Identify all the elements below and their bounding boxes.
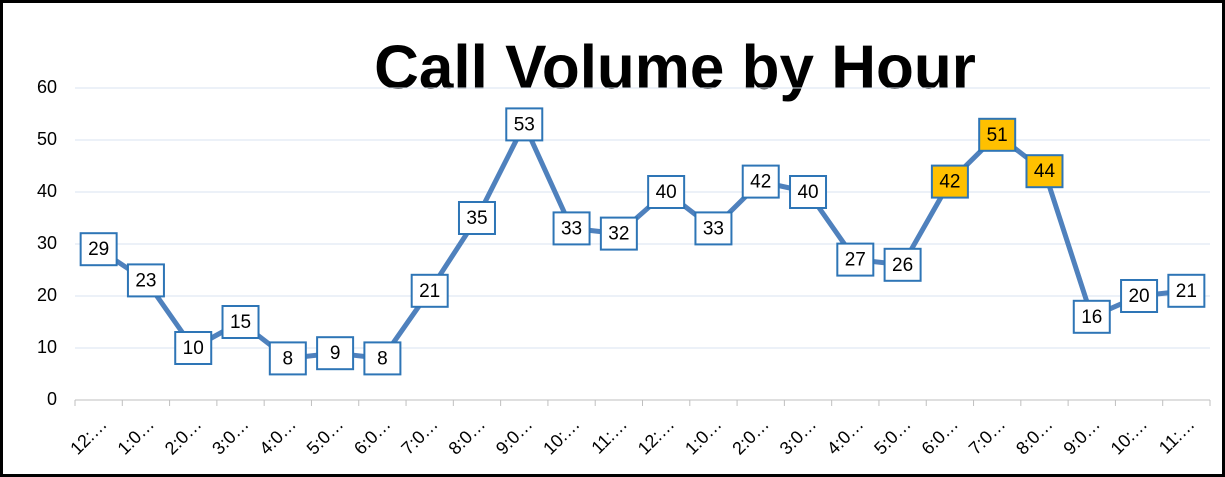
data-label-text: 15: [230, 312, 251, 333]
data-label-box: [505, 107, 544, 142]
data-label: 40: [647, 175, 686, 209]
data-label-box: [363, 341, 402, 376]
data-label: 9: [316, 336, 355, 371]
data-label-text: 20: [1128, 286, 1149, 307]
data-label-box: [1167, 273, 1206, 308]
data-label-box: [1072, 299, 1111, 334]
data-label: 20: [1120, 279, 1159, 313]
data-label-box: [836, 242, 875, 277]
data-label-box: [410, 273, 449, 308]
data-label-text: 8: [377, 348, 388, 369]
data-label-box: [1120, 279, 1159, 313]
data-label: 32: [599, 216, 638, 251]
data-label-box: [930, 164, 969, 199]
data-label: 23: [126, 263, 165, 298]
data-label-text: 27: [845, 250, 866, 271]
data-label: 16: [1072, 299, 1111, 334]
y-tick-label: 40: [37, 181, 57, 201]
data-label: 44: [1025, 154, 1064, 189]
data-label-text: 33: [703, 218, 724, 239]
data-label-text: 35: [466, 208, 487, 229]
y-tick-label: 60: [37, 77, 57, 97]
data-label-text: 42: [939, 172, 960, 193]
data-label-box: [647, 175, 686, 209]
data-label-text: 29: [88, 239, 109, 260]
data-label-box: [316, 336, 355, 371]
data-label-box: [789, 175, 828, 209]
data-label: 8: [268, 341, 307, 376]
data-label-text: 40: [797, 182, 818, 203]
y-tick-label: 20: [37, 285, 57, 305]
data-label-box: [268, 341, 307, 376]
data-label: 26: [883, 247, 922, 282]
data-label-text: 51: [987, 125, 1008, 146]
data-label: 40: [789, 175, 828, 209]
data-label-box: [978, 117, 1017, 152]
data-label-text: 9: [330, 343, 341, 364]
data-label-text: 21: [1176, 281, 1197, 302]
chart-title: Call Volume by Hour: [374, 33, 976, 102]
data-label-box: [457, 201, 496, 235]
data-label-box: [599, 216, 638, 251]
data-label-box: [694, 211, 733, 246]
data-label-text: 26: [892, 255, 913, 276]
data-label: 35: [457, 201, 496, 235]
data-label: 29: [79, 232, 118, 267]
data-label: 33: [694, 211, 733, 246]
data-label-box: [174, 331, 213, 365]
data-label-box: [883, 247, 922, 282]
data-label: 8: [363, 341, 402, 376]
data-label: 21: [1167, 273, 1206, 308]
data-label-text: 10: [183, 338, 204, 359]
data-label: 27: [836, 242, 875, 277]
data-label-text: 53: [514, 114, 535, 135]
data-label: 51: [978, 117, 1017, 152]
data-label-box: [79, 232, 118, 267]
data-label-text: 33: [561, 218, 582, 239]
y-tick-label: 30: [37, 233, 57, 253]
data-label: 33: [552, 211, 591, 246]
data-label-text: 42: [750, 172, 771, 193]
data-label: 21: [410, 273, 449, 308]
y-tick-label: 0: [47, 389, 57, 409]
y-tick-label: 10: [37, 337, 57, 357]
data-label-box: [552, 211, 591, 246]
data-label-box: [741, 164, 780, 199]
data-label-text: 40: [656, 182, 677, 203]
data-label-text: 44: [1034, 161, 1056, 182]
data-label: 42: [741, 164, 780, 199]
data-label-text: 16: [1081, 307, 1102, 328]
data-label: 53: [505, 107, 544, 142]
data-label-box: [221, 305, 260, 339]
data-label-box: [1025, 154, 1064, 189]
data-label-text: 8: [283, 348, 294, 369]
data-label: 15: [221, 305, 260, 339]
data-label-text: 32: [608, 224, 629, 245]
data-label-box: [126, 263, 165, 298]
data-label-text: 21: [419, 281, 440, 302]
data-label: 10: [174, 331, 213, 365]
data-label-text: 23: [135, 270, 156, 291]
y-tick-label: 50: [37, 129, 57, 149]
data-label: 42: [930, 164, 969, 199]
